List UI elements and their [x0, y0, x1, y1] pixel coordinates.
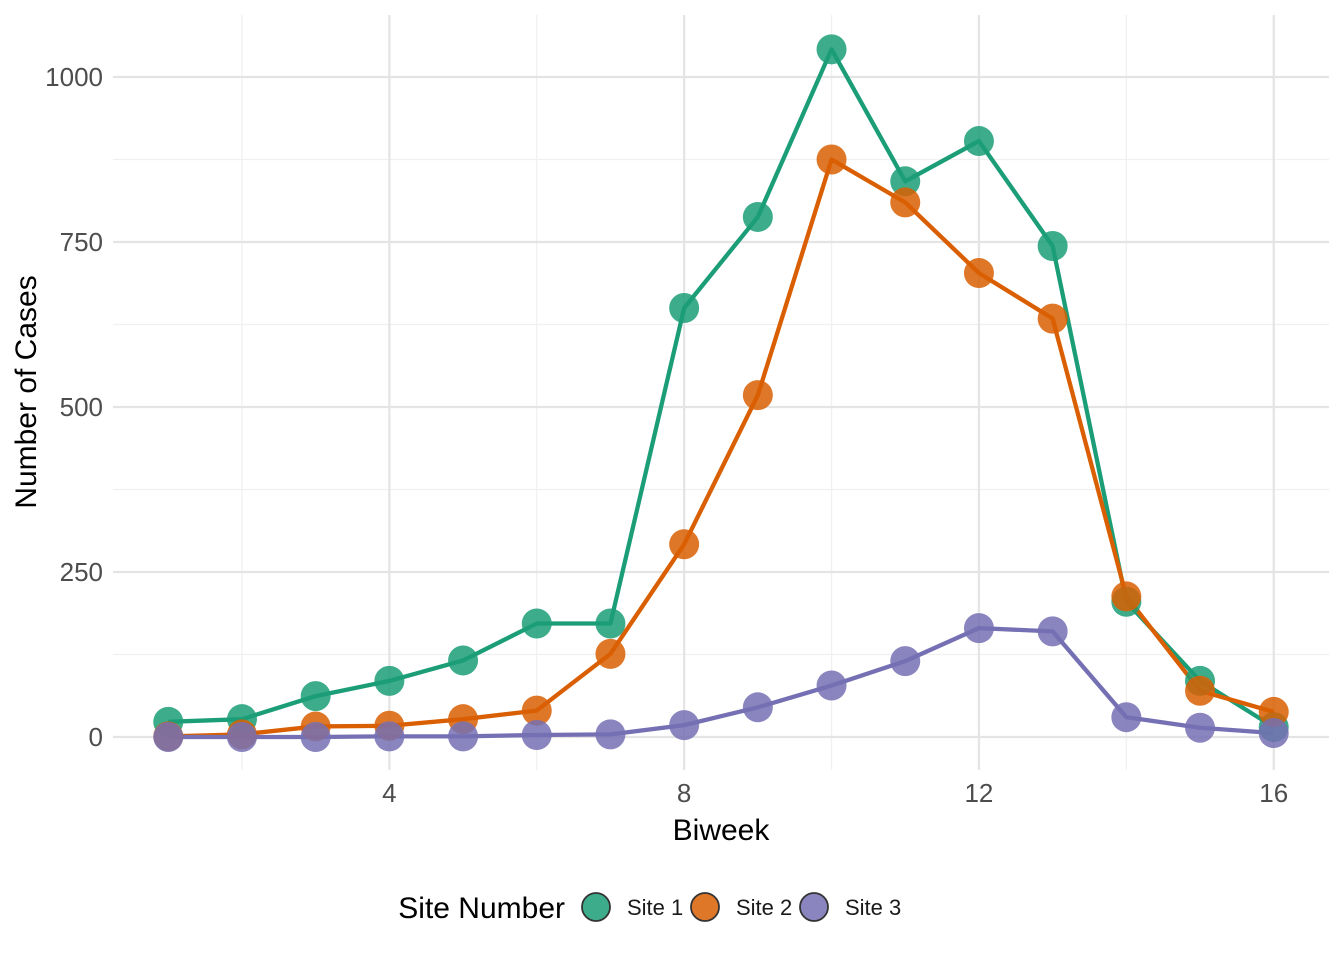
series-line-site-3 [168, 625, 1274, 740]
data-point-site-3 [816, 670, 847, 701]
y-axis-tick-labels: 0 250 500 750 1000 [45, 62, 103, 752]
data-point-site-3 [1258, 718, 1289, 749]
x-axis-title: Biweek [673, 814, 771, 847]
x-tick-label: 4 [382, 778, 396, 808]
data-point-site-3 [595, 719, 626, 750]
data-point-site-1 [300, 681, 331, 712]
data-point-site-3 [374, 721, 405, 752]
data-point-site-1 [669, 293, 700, 324]
data-point-site-1 [1037, 230, 1068, 261]
data-point-site-2 [742, 380, 773, 411]
legend-key-site-2 [690, 892, 720, 922]
series-lines [168, 47, 1275, 740]
legend: Site Number Site 1 Site 2 Site 3 [398, 892, 901, 925]
series-line-site-1 [168, 47, 1275, 729]
y-tick-label: 750 [60, 227, 103, 257]
legend-items: Site 1 Site 2 Site 3 [581, 892, 901, 922]
data-point-site-3 [153, 722, 184, 753]
x-axis-tick-labels: 4 8 12 16 [382, 778, 1288, 808]
data-point-site-2 [890, 187, 921, 218]
x-tick-label: 16 [1259, 778, 1288, 808]
data-point-site-1 [742, 201, 773, 232]
data-point-site-1 [521, 608, 552, 639]
gridlines-major [113, 15, 1329, 770]
data-point-site-3 [742, 692, 773, 723]
data-point-site-1 [595, 608, 626, 639]
data-point-site-2 [816, 144, 847, 175]
data-point-site-3 [890, 646, 921, 677]
data-point-site-2 [1258, 696, 1289, 727]
data-point-site-3 [448, 721, 479, 752]
y-tick-label: 500 [60, 392, 103, 422]
data-point-site-2 [1185, 675, 1216, 706]
data-point-site-3 [1037, 616, 1068, 647]
data-point-site-3 [669, 710, 700, 741]
x-tick-label: 8 [677, 778, 691, 808]
y-tick-label: 1000 [45, 62, 103, 92]
data-point-site-3 [1185, 712, 1216, 743]
data-point-site-1 [816, 34, 847, 65]
data-point-site-2 [963, 258, 994, 289]
y-axis-title: Number of Cases [10, 275, 43, 508]
data-point-site-2 [595, 638, 626, 669]
series-points [153, 34, 1289, 753]
data-point-site-2 [1037, 303, 1068, 334]
data-point-site-1 [374, 665, 405, 696]
y-tick-label: 250 [60, 557, 103, 587]
legend-label-site-2: Site 2 [736, 895, 792, 920]
legend-title: Site Number [398, 892, 565, 925]
series-line-site-2 [168, 157, 1275, 739]
legend-key-site-1 [581, 892, 611, 922]
y-tick-label: 0 [89, 722, 103, 752]
data-point-site-3 [963, 613, 994, 644]
data-point-site-2 [521, 695, 552, 726]
legend-label-site-3: Site 3 [845, 895, 901, 920]
legend-key-site-3 [799, 892, 829, 922]
x-tick-label: 12 [964, 778, 993, 808]
legend-label-site-1: Site 1 [627, 895, 683, 920]
data-point-site-3 [521, 720, 552, 751]
data-point-site-1 [448, 645, 479, 676]
data-point-site-3 [1111, 702, 1142, 733]
data-point-site-3 [300, 722, 331, 753]
data-point-site-1 [963, 126, 994, 157]
data-point-site-2 [1111, 581, 1142, 612]
data-point-site-2 [669, 529, 700, 560]
data-point-site-1 [890, 166, 921, 197]
gridlines-minor [113, 15, 1329, 770]
data-point-site-3 [226, 722, 257, 753]
